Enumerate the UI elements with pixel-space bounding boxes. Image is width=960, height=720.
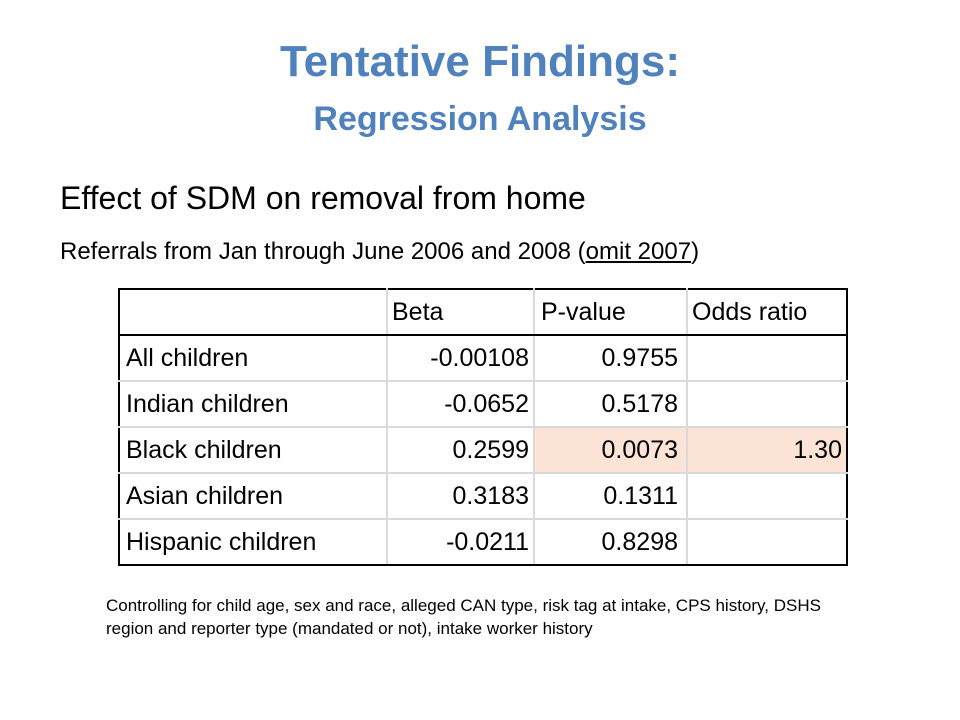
row-label: All children [118, 335, 388, 382]
section-subheading: Referrals from Jan through June 2006 and… [60, 236, 699, 268]
beta-cell: 0.2599 [387, 427, 535, 474]
row-label: Indian children [118, 381, 388, 428]
table-row: Indian children -0.0652 0.5178 [118, 381, 848, 428]
row-label: Hispanic children [118, 519, 388, 566]
slide-title: Tentative Findings: [279, 37, 681, 86]
footnote: Controlling for child age, sex and race,… [106, 596, 821, 638]
table-row: All children -0.00108 0.9755 [118, 335, 848, 382]
beta-cell: 0.3183 [387, 473, 535, 520]
beta-cell: -0.0211 [387, 519, 535, 566]
pvalue-cell: 0.5178 [534, 381, 688, 428]
header-cell-pvalue: P-value [534, 288, 688, 336]
odds-cell-highlighted: 1.30 [687, 427, 848, 474]
pvalue-cell-highlighted: 0.0073 [534, 427, 688, 474]
table-row: Black children 0.2599 0.0073 1.30 [118, 427, 848, 474]
row-label: Asian children [118, 473, 388, 520]
header-cell-odds: Odds ratio [687, 288, 848, 336]
slide-subtitle: Regression Analysis [313, 100, 647, 138]
subheading-prefix: Referrals from Jan through June 2006 and… [60, 238, 586, 265]
beta-cell: -0.0652 [387, 381, 535, 428]
odds-cell [687, 473, 848, 520]
pvalue-cell: 0.9755 [534, 335, 688, 382]
odds-cell [687, 335, 848, 382]
header-cell-label [118, 288, 388, 336]
pvalue-cell: 0.1311 [534, 473, 688, 520]
pvalue-cell: 0.8298 [534, 519, 688, 566]
regression-table: Beta P-value Odds ratio All children -0.… [118, 288, 848, 566]
subheading-underlined: omit 2007 [585, 238, 692, 265]
table-row: Hispanic children -0.0211 0.8298 [118, 519, 848, 566]
table-header-row: Beta P-value Odds ratio [118, 288, 848, 336]
row-label: Black children [118, 427, 388, 474]
beta-cell: -0.00108 [387, 335, 535, 382]
subheading-suffix: ) [691, 238, 700, 265]
table-row: Asian children 0.3183 0.1311 [118, 473, 848, 520]
header-cell-beta: Beta [387, 288, 535, 336]
odds-cell [687, 519, 848, 566]
odds-cell [687, 381, 848, 428]
section-heading: Effect of SDM on removal from home [60, 180, 586, 216]
